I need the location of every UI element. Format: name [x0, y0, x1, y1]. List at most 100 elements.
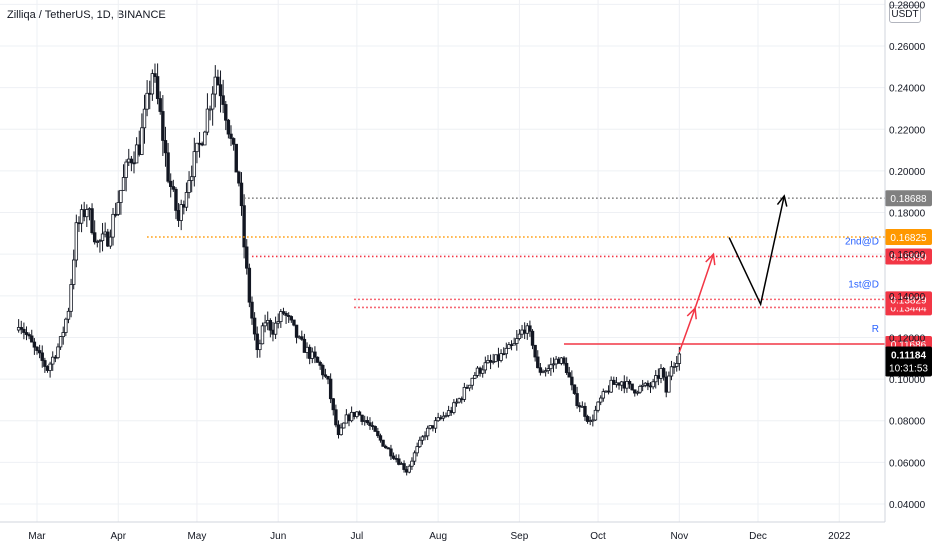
candle-body [27, 334, 31, 337]
candle-body [113, 213, 118, 216]
candle-body [651, 381, 655, 388]
level-price-label: 0.15890 [890, 252, 927, 263]
candle-body [286, 315, 291, 317]
candle-body [82, 209, 86, 218]
candle-body [184, 192, 189, 208]
candle-body [19, 327, 23, 330]
candle-body [30, 335, 34, 343]
candle-body [129, 158, 134, 164]
candle-body [470, 377, 474, 386]
candle-body [646, 382, 650, 387]
candle-body [174, 188, 178, 211]
candle-body [515, 338, 519, 344]
candle-body [242, 205, 246, 248]
candle-body [441, 415, 446, 419]
candle-body [323, 374, 328, 377]
candle-body [640, 384, 645, 387]
candle-body [675, 363, 679, 367]
candle-body [106, 231, 110, 247]
candle-body [606, 390, 611, 393]
candle-body [428, 425, 432, 429]
candle-body [216, 76, 220, 86]
candle-body [321, 364, 325, 376]
candle-body [373, 426, 377, 432]
candle-body [266, 320, 270, 324]
x-tick-label: Mar [28, 531, 46, 542]
level-price-label: 0.13444 [890, 303, 927, 314]
candle-body [313, 351, 317, 358]
candle-body [433, 420, 438, 429]
candle-body [661, 368, 666, 378]
candle-body [522, 329, 527, 334]
candle-body [677, 353, 682, 364]
candle-body [415, 446, 419, 454]
candle-body [391, 455, 396, 459]
projection-arrowhead [705, 252, 716, 266]
candle-body [16, 327, 21, 331]
axes: 0.28000 0.26000 0.24000 0.22000 0.20000 0.180… [0, 0, 926, 542]
candle-body [625, 380, 629, 389]
candle-body [572, 384, 577, 394]
candle-body [37, 350, 42, 354]
candle-body [475, 367, 480, 376]
candle-body [612, 379, 616, 385]
candle-body [570, 376, 574, 386]
candle-body [310, 351, 314, 359]
candle-body [622, 381, 626, 389]
candle-body [307, 346, 312, 359]
candle-body [669, 366, 674, 377]
candle-body [250, 301, 254, 319]
candle-body [509, 344, 514, 346]
candle-body [58, 336, 63, 348]
candle-body [643, 382, 647, 386]
candle-body [583, 405, 587, 417]
candle-body [530, 330, 535, 346]
candle-body [145, 92, 149, 110]
candle-body [318, 361, 322, 366]
candle-body [370, 425, 375, 427]
candle-body [551, 363, 556, 366]
candle-body [61, 332, 65, 337]
level-price-label: 0.18688 [890, 194, 927, 205]
candle-body [420, 436, 425, 441]
candle-body [176, 210, 181, 221]
projection-arrowhead [776, 194, 788, 207]
y-tick-label: 0.26000 [889, 42, 926, 53]
candle-body [404, 469, 409, 473]
candle-body [100, 233, 105, 242]
candle-body [517, 333, 522, 339]
candle-body [116, 202, 120, 215]
candle-body [331, 398, 335, 411]
candle-body [635, 391, 640, 394]
candle-body [619, 381, 624, 386]
candle-body [528, 325, 532, 332]
y-tick-label: 0.14000 [889, 292, 926, 303]
candle-body [155, 76, 160, 99]
candle-body [412, 452, 417, 462]
candle-body [436, 417, 440, 422]
candle-body [140, 127, 144, 155]
candle-body [208, 108, 212, 111]
candle-body [439, 417, 443, 420]
candle-body [64, 318, 68, 333]
candle-body [667, 375, 671, 393]
currency-unit-button[interactable]: USDT [889, 5, 921, 23]
y-tick-label: 0.28000 [889, 0, 926, 11]
candle-body [355, 411, 359, 417]
candle-body [163, 140, 168, 154]
candle-body [79, 209, 84, 224]
last-price-tag [885, 346, 932, 377]
candle-body [454, 401, 459, 404]
candle-body [604, 390, 608, 393]
candle-body [171, 186, 176, 190]
candle-body [449, 410, 453, 413]
candle-body [363, 420, 367, 422]
candle-body [630, 383, 634, 391]
candle-body [53, 356, 58, 359]
candle-body [488, 360, 493, 363]
level-price-tag [885, 229, 932, 246]
candle-body [166, 152, 170, 182]
candle-body [633, 389, 637, 394]
candle-body [258, 343, 262, 351]
